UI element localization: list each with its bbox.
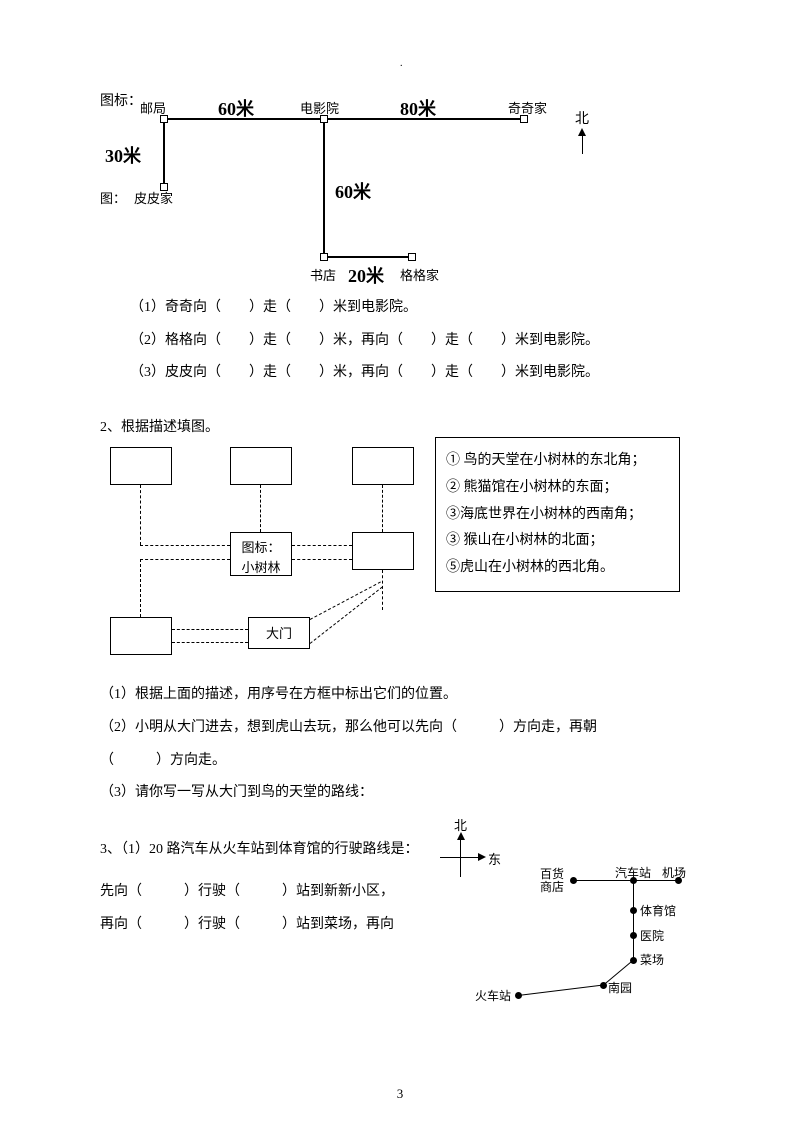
line-bookstore-gege xyxy=(328,256,408,258)
q2-box-nw xyxy=(110,447,172,485)
q3-block: 3、（1）20 路汽车从火车站到体育馆的行驶路线是： 先向（ ）行驶（ ）站到新… xyxy=(100,837,700,939)
q1-text-block: （1）奇奇向（ ）走（ ）米到电影院。 （2）格格向（ ）走（ ）米，再向（ ）… xyxy=(130,295,700,387)
q3-compass: 北 东 xyxy=(430,827,510,887)
q1-line1: （1）奇奇向（ ）走（ ）米到电影院。 xyxy=(130,295,700,322)
compass-right-arrow xyxy=(478,853,486,861)
dist-cinema-qiqi: 80米 xyxy=(400,95,436,121)
q3-title: 3、（1）20 路汽车从火车站到体育馆的行驶路线是： xyxy=(100,837,700,864)
map1-container: 图标： 邮局 电影院 奇奇家 60米 80米 30米 图： 皮皮家 60米 书店… xyxy=(100,60,700,280)
compass-arrow-head xyxy=(578,128,586,136)
page-container: . 图标： 邮局 电影院 奇奇家 60米 80米 30米 图： 皮皮家 60米 … xyxy=(0,0,800,1132)
q2-center-label2: 小树林 xyxy=(241,560,280,575)
compass-h xyxy=(440,857,480,858)
dv2 xyxy=(260,485,261,532)
hint5: ⑤虎山在小树林的西北角。 xyxy=(446,555,669,582)
dist-post-cinema: 60米 xyxy=(218,95,254,121)
dh1b xyxy=(140,559,230,560)
lbl-caichang: 菜场 xyxy=(640,951,664,968)
hint4: ③ 猴山在小树林的北面； xyxy=(446,528,669,555)
label-post: 邮局 xyxy=(140,98,166,117)
lbl-tiyuguan: 体育馆 xyxy=(640,902,676,919)
page-number: 3 xyxy=(0,1086,800,1102)
node-gege xyxy=(408,253,416,261)
rl-diag2 xyxy=(518,984,605,996)
q2-box-gate: 大门 xyxy=(248,617,310,649)
q2-diagram: 图标： 小树林 大门 xyxy=(100,447,700,672)
compass-north-label: 北 xyxy=(575,108,589,128)
q2-box-e xyxy=(352,532,414,570)
dist-post-pipi: 30米 xyxy=(105,142,141,168)
lbl-bus: 汽车站 xyxy=(615,864,651,881)
label-bookstore: 书店 xyxy=(310,265,336,284)
label-cinema: 电影院 xyxy=(300,98,339,117)
hint2: ② 熊猫馆在小树林的东面； xyxy=(446,475,669,502)
compass-north-text: 北 xyxy=(454,815,467,834)
rl-vert xyxy=(633,880,634,960)
label-gege: 格格家 xyxy=(400,265,439,284)
dh3 xyxy=(172,629,248,630)
lbl-train: 火车站 xyxy=(475,987,511,1004)
map1-title-label: 图标： xyxy=(100,90,142,110)
q2-hint-box: ① 鸟的天堂在小树林的东北角； ② 熊猫馆在小树林的东面； ③海底世界在小树林的… xyxy=(435,437,680,592)
dv1 xyxy=(140,485,141,545)
node-bookstore xyxy=(320,253,328,261)
q2-gate-label: 大门 xyxy=(266,626,292,641)
hint3: ③海底世界在小树林的西南角； xyxy=(446,502,669,529)
q2-box-sw xyxy=(110,617,172,655)
line-post-pipi xyxy=(163,123,165,183)
line-cinema-bookstore xyxy=(323,123,325,253)
dist-bookstore-gege: 20米 xyxy=(348,262,384,288)
fig-label: 图： xyxy=(100,188,126,207)
lbl-hospital: 医院 xyxy=(640,927,664,944)
q2-sub2b: （ ）方向走。 xyxy=(100,748,700,775)
q1-line2: （2）格格向（ ）走（ ）米，再向（ ）走（ ）米到电影院。 xyxy=(130,328,700,355)
lbl-nanyuan: 南园 xyxy=(608,979,632,996)
dv5 xyxy=(382,570,383,610)
dh2 xyxy=(292,545,352,546)
label-pipi: 皮皮家 xyxy=(134,188,173,207)
dh2b xyxy=(292,559,352,560)
q2-subquestions: （1）根据上面的描述，用序号在方框中标出它们的位置。 （2）小明从大门进去，想到… xyxy=(100,682,700,806)
q2-box-center: 图标： 小树林 xyxy=(230,532,292,576)
q2-sub1: （1）根据上面的描述，用序号在方框中标出它们的位置。 xyxy=(100,682,700,709)
dh3b xyxy=(172,642,248,643)
diag2 xyxy=(310,587,383,644)
q1-line3: （3）皮皮向（ ）走（ ）米，再向（ ）走（ ）米到电影院。 xyxy=(130,360,700,387)
dv3 xyxy=(382,485,383,532)
compass-east-text: 东 xyxy=(488,849,501,868)
q2-sub2a: （2）小明从大门进去，想到虎山去玩，那么他可以先向（ ）方向走，再朝 xyxy=(100,715,700,742)
lbl-baihuo: 百货 商店 xyxy=(540,868,564,894)
dist-cinema-bookstore: 60米 xyxy=(335,178,371,204)
q2-box-ne xyxy=(352,447,414,485)
q2-block: 2、根据描述填图。 图标： 小树林 大门 xyxy=(100,415,700,807)
label-qiqi: 奇奇家 xyxy=(508,98,547,117)
hint1: ① 鸟的天堂在小树林的东北角； xyxy=(446,448,669,475)
dv4 xyxy=(140,559,141,617)
q2-box-n xyxy=(230,447,292,485)
compass-arrow-stem xyxy=(582,136,584,154)
q2-sub3: （3）请你写一写从大门到鸟的天堂的路线： xyxy=(100,780,700,807)
dh1 xyxy=(140,545,230,546)
lbl-airport: 机场 xyxy=(662,864,686,881)
q2-center-label1: 图标： xyxy=(241,540,280,555)
q3-route-map: 百货 商店 汽车站 机场 体育馆 医院 菜场 南园 火车站 xyxy=(500,867,720,1007)
